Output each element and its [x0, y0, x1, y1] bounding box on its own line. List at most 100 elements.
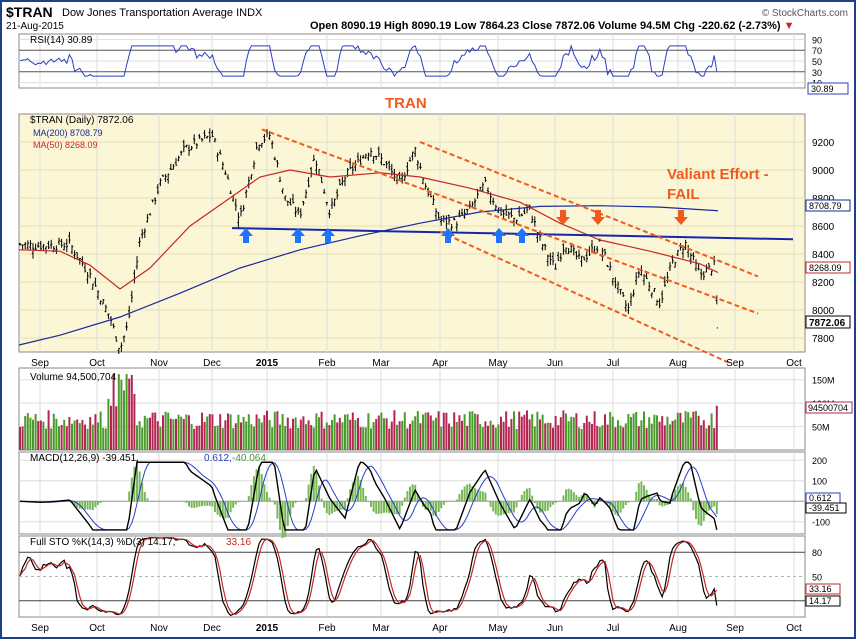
macd-hist-bar: [481, 491, 484, 502]
macd-hist-bar: [492, 501, 495, 512]
macd-hist-bar: [341, 501, 344, 510]
price-bar: [629, 292, 633, 306]
volume-bar: [375, 419, 378, 450]
price-bar: [523, 208, 526, 215]
volume-bar: [663, 425, 666, 450]
volume-bar: [398, 421, 401, 450]
macd-hist-bar: [201, 501, 203, 507]
price-bar: [177, 155, 180, 162]
macd-hist-bar: [510, 501, 513, 513]
volume-bar: [297, 427, 300, 450]
macd-hist-bar: [567, 488, 570, 502]
volume-bar: [359, 427, 362, 450]
price-tick-label: 8400: [812, 250, 835, 261]
macd-hist-bar: [635, 491, 638, 502]
macd-hist-bar: [307, 484, 310, 502]
price-bar: [450, 223, 453, 231]
volume-bar: [318, 417, 320, 450]
macd-hist-bar: [73, 501, 76, 506]
price-bar: [115, 336, 118, 342]
x-axis-label-top: Jul: [607, 358, 620, 369]
macd-hist-bar: [674, 489, 677, 502]
chg-down-icon: ▼: [783, 20, 795, 32]
volume-bar: [643, 411, 645, 450]
brand-watermark: © StockCharts.com: [761, 8, 848, 19]
x-axis-label-bottom: 2015: [256, 623, 279, 634]
macd-hist-bar: [606, 501, 609, 505]
price-bar: [710, 270, 713, 276]
macd-hist-bar: [364, 495, 367, 502]
macd-hist-bar: [86, 501, 89, 510]
volume-bar: [445, 412, 448, 450]
panels: [18, 33, 806, 618]
volume-bar: [32, 419, 34, 450]
price-bar: [315, 160, 318, 176]
macd-hist-bar: [617, 501, 619, 517]
macd-hist-bar: [520, 494, 523, 502]
price-bar: [78, 257, 81, 265]
price-bar: [89, 268, 92, 279]
price-bar: [325, 201, 328, 206]
volume-bar: [245, 421, 248, 450]
volume-bar: [596, 425, 599, 450]
macd-hist-bar: [442, 501, 445, 505]
macd-hist-bar: [609, 501, 612, 507]
price-bar: [453, 217, 456, 221]
macd-hist-bar: [505, 501, 508, 514]
macd-hist-bar: [523, 490, 526, 502]
price-bar: [484, 176, 487, 183]
volume-bar: [349, 419, 352, 450]
price-bar: [653, 287, 656, 292]
arrow-up-icon: [321, 228, 335, 243]
macd-hist-bar: [323, 501, 326, 508]
macd-hist-bar: [81, 501, 84, 510]
price-bar: [169, 163, 172, 170]
x-axis-label-top: Jun: [547, 358, 563, 369]
ma50-legend: MA(50) 8268.09: [33, 140, 98, 150]
macd-hist-bar: [502, 501, 505, 515]
volume-bar: [435, 417, 437, 450]
price-bar: [663, 276, 666, 287]
volume-bar: [63, 419, 66, 450]
price-bar: [260, 143, 263, 148]
price-bar: [107, 313, 110, 320]
volume-bar: [390, 421, 393, 450]
volume-bar: [24, 415, 27, 450]
price-bar: [83, 262, 87, 273]
volume-bar: [351, 412, 354, 450]
volume-bar: [396, 424, 398, 450]
macd-hist-bar: [320, 498, 323, 502]
arrow-down-icon: [556, 210, 570, 225]
volume-bar: [169, 418, 172, 450]
volume-bar: [598, 427, 601, 450]
volume-bar: [507, 426, 510, 450]
price-bar: [380, 153, 383, 166]
macd-hist-bar: [193, 501, 196, 508]
price-bar: [616, 281, 620, 294]
price-bar: [128, 305, 131, 319]
price-bar: [193, 134, 196, 145]
price-bar: [229, 190, 232, 194]
price-bar: [661, 290, 664, 304]
price-bar: [148, 212, 152, 216]
volume-bar: [463, 414, 466, 450]
price-bar: [221, 161, 224, 171]
volume-bar: [676, 412, 679, 450]
price-bar: [406, 162, 409, 175]
volume-bar: [609, 412, 612, 450]
price-bar: [216, 152, 219, 162]
volume-bar: [617, 420, 619, 450]
sto-badge-2: 14.17: [805, 595, 841, 607]
macd-hist-bar: [585, 495, 588, 502]
volume-bar: [588, 421, 591, 450]
volume-bar: [708, 425, 710, 450]
volume-bar: [544, 423, 547, 450]
arrow-up-icon: [441, 228, 455, 243]
price-bar: [117, 347, 120, 354]
macd-hist-bar: [531, 495, 534, 502]
volume-bar: [128, 378, 131, 450]
macd-tick-label: 100: [812, 477, 827, 487]
volume-bar: [661, 416, 664, 450]
volume-bar: [250, 424, 253, 450]
macd-hist-bar: [476, 489, 479, 502]
